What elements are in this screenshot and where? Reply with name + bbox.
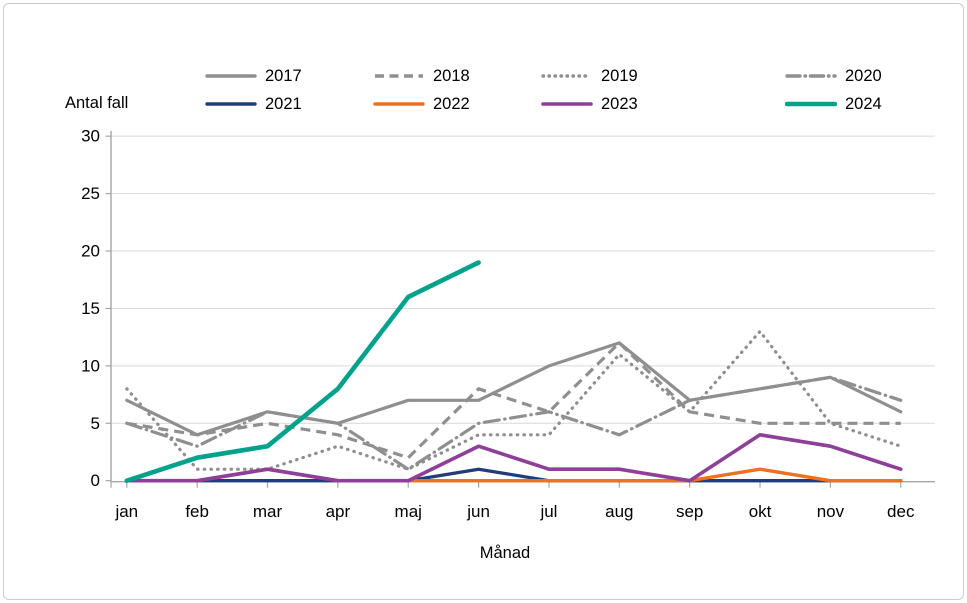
x-tick-label: jun <box>466 502 490 521</box>
legend-glyph-2024 <box>785 101 837 107</box>
x-tick-label: okt <box>749 502 772 521</box>
legend-label: 2021 <box>265 94 302 113</box>
legend-label: 2023 <box>601 94 638 113</box>
legend-glyph-2020 <box>785 74 837 78</box>
legend-label: 2020 <box>845 66 882 85</box>
x-tick-label: mar <box>253 502 283 521</box>
legend-glyph-2023 <box>541 102 593 106</box>
legend-label: 2019 <box>601 66 638 85</box>
legend-item-2024: 2024 <box>785 95 955 114</box>
x-tick-label: sep <box>676 502 703 521</box>
legend-label: 2022 <box>433 94 470 113</box>
x-axis-title: Månad <box>480 544 530 562</box>
legend-glyph-2021 <box>205 102 257 106</box>
legend-item-2021: 2021 <box>205 95 373 114</box>
y-axis-title: Antal fall <box>65 94 128 112</box>
y-tick-label: 20 <box>81 242 100 261</box>
legend-label: 2017 <box>265 66 302 85</box>
y-tick-label: 5 <box>91 414 100 433</box>
legend-item-2020: 2020 <box>785 67 955 86</box>
legend-item-2018: 2018 <box>373 67 541 86</box>
x-tick-label: jan <box>114 502 138 521</box>
series-line-2024 <box>124 260 481 484</box>
legend-item-2017: 2017 <box>205 67 373 86</box>
legend-item-2023: 2023 <box>541 95 785 114</box>
series-line-2017 <box>125 341 903 437</box>
y-tick-label: 30 <box>81 127 100 146</box>
y-tick-label: 0 <box>91 471 100 490</box>
series-line-2018 <box>126 341 901 460</box>
x-tick-label: jul <box>539 502 557 521</box>
series-line-2020 <box>125 375 903 471</box>
legend-item-2019: 2019 <box>541 67 785 86</box>
legend-glyph-2018 <box>375 74 423 78</box>
legend-glyph-2022 <box>373 102 425 106</box>
x-tick-label: feb <box>185 502 209 521</box>
series-line-2023 <box>125 432 903 483</box>
x-tick-label: dec <box>887 502 915 521</box>
y-tick-label: 25 <box>81 184 100 203</box>
x-tick-label: nov <box>817 502 845 521</box>
legend-item-2022: 2022 <box>373 95 541 114</box>
legend: 2017 2018 2019 2020 2021 2022 2023 2024 <box>205 62 955 118</box>
x-tick-label: aug <box>605 502 633 521</box>
x-tick-label: maj <box>395 502 422 521</box>
y-tick-label: 15 <box>81 299 100 318</box>
legend-glyph-2017 <box>205 74 257 78</box>
legend-label: 2018 <box>433 66 470 85</box>
legend-label: 2024 <box>845 94 882 113</box>
legend-glyph-2019 <box>541 74 593 78</box>
series-line-2019 <box>125 329 903 471</box>
x-tick-label: apr <box>326 502 351 521</box>
series-line-2021 <box>125 467 903 483</box>
y-tick-label: 10 <box>81 356 100 375</box>
